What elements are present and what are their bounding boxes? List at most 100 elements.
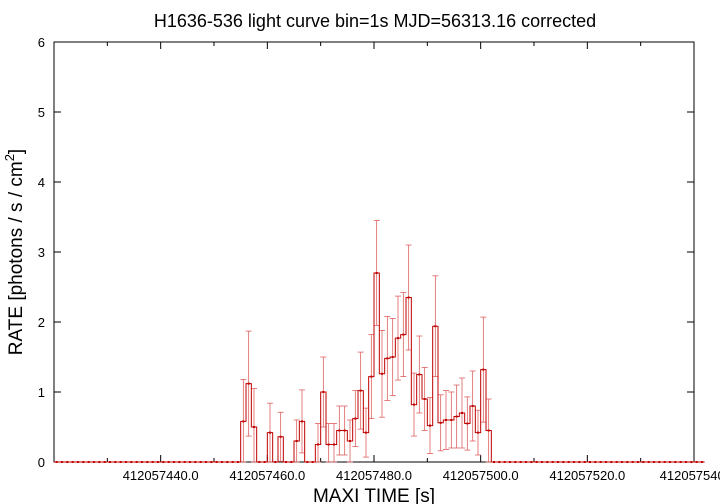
y-tick-label: 6 bbox=[38, 35, 45, 50]
data-point bbox=[221, 461, 223, 463]
data-point bbox=[546, 461, 549, 463]
data-point bbox=[157, 461, 159, 463]
data-point bbox=[423, 398, 426, 400]
data-point bbox=[338, 429, 341, 432]
data-point bbox=[237, 461, 239, 463]
data-point bbox=[82, 461, 85, 463]
data-point bbox=[253, 426, 255, 428]
data-point bbox=[311, 461, 314, 463]
data-point bbox=[279, 435, 282, 438]
data-point bbox=[530, 461, 533, 463]
x-tick-label: 412057480.0 bbox=[336, 468, 412, 483]
data-point bbox=[55, 461, 58, 463]
data-point bbox=[290, 461, 293, 463]
light-curve-series bbox=[54, 272, 705, 463]
data-point bbox=[407, 296, 410, 299]
y-tick-label: 5 bbox=[38, 105, 45, 120]
data-point bbox=[471, 405, 474, 407]
data-point bbox=[77, 461, 79, 463]
y-axis-label-tail: ] bbox=[6, 149, 27, 154]
data-point bbox=[327, 443, 330, 446]
data-point bbox=[610, 461, 613, 463]
data-point bbox=[535, 461, 538, 463]
data-point bbox=[199, 461, 202, 463]
chart-title: H1636-536 light curve bin=1s MJD=56313.1… bbox=[154, 11, 596, 31]
y-tick-label: 0 bbox=[38, 455, 45, 470]
y-tick-label: 3 bbox=[38, 245, 45, 260]
data-point bbox=[61, 461, 63, 463]
data-point bbox=[498, 461, 501, 463]
error-bars bbox=[240, 220, 492, 463]
data-point bbox=[98, 461, 101, 463]
data-point bbox=[434, 325, 437, 328]
data-point bbox=[194, 461, 197, 463]
plot-frame bbox=[53, 41, 695, 463]
y-axis-label-main: RATE [photons / s / cm bbox=[6, 161, 27, 355]
data-point bbox=[669, 461, 671, 463]
data-point bbox=[274, 461, 277, 463]
data-point bbox=[514, 461, 517, 463]
data-point bbox=[402, 333, 405, 336]
data-point bbox=[263, 461, 266, 463]
data-point bbox=[141, 461, 143, 463]
x-tick-label: 412057520.0 bbox=[549, 468, 625, 483]
data-point bbox=[615, 461, 618, 463]
y-tick-label: 2 bbox=[38, 315, 45, 330]
data-point bbox=[466, 422, 469, 425]
data-point bbox=[429, 424, 431, 427]
data-point bbox=[642, 461, 645, 463]
data-point bbox=[695, 461, 698, 463]
data-point bbox=[594, 461, 597, 463]
data-point bbox=[109, 461, 111, 463]
y-tick-label: 1 bbox=[38, 385, 45, 400]
data-point bbox=[487, 429, 490, 432]
data-point bbox=[125, 461, 127, 463]
data-point bbox=[450, 419, 453, 421]
data-point bbox=[690, 461, 693, 463]
data-point bbox=[637, 461, 639, 463]
data-point bbox=[183, 461, 186, 463]
data-point bbox=[621, 461, 623, 463]
data-point bbox=[573, 461, 575, 463]
data-point bbox=[583, 461, 586, 463]
data-point bbox=[658, 461, 661, 463]
data-point bbox=[455, 415, 458, 418]
data-point bbox=[365, 431, 367, 434]
data-point bbox=[167, 461, 170, 463]
data-point bbox=[135, 461, 138, 463]
data-point bbox=[685, 461, 687, 463]
data-point bbox=[247, 382, 250, 385]
data-point bbox=[71, 461, 74, 463]
data-point bbox=[482, 368, 485, 371]
data-point bbox=[301, 420, 303, 423]
y-tick-label: 4 bbox=[38, 175, 45, 190]
data-point bbox=[215, 461, 218, 463]
data-point bbox=[205, 461, 207, 463]
x-tick-labels: 412057440.0 412057460.0 412057480.0 4120575… bbox=[123, 468, 720, 483]
data-point bbox=[93, 461, 95, 463]
data-point bbox=[333, 443, 335, 446]
data-point bbox=[354, 417, 357, 420]
data-point bbox=[701, 461, 703, 463]
data-point bbox=[386, 357, 389, 360]
data-point bbox=[477, 431, 479, 434]
data-point bbox=[439, 421, 442, 424]
data-point bbox=[285, 461, 287, 463]
data-point bbox=[397, 337, 399, 340]
data-point bbox=[359, 389, 362, 392]
data-point bbox=[541, 461, 543, 463]
x-tick-label: 412057440.0 bbox=[123, 468, 199, 483]
data-point bbox=[493, 461, 495, 463]
data-points bbox=[55, 272, 703, 463]
data-point bbox=[679, 461, 682, 463]
data-point bbox=[210, 461, 213, 463]
data-point bbox=[146, 461, 149, 463]
data-point bbox=[551, 461, 554, 463]
axis-ticks bbox=[54, 41, 695, 463]
data-point bbox=[381, 372, 383, 375]
data-point bbox=[231, 461, 234, 463]
data-point bbox=[103, 461, 106, 463]
data-point bbox=[557, 461, 559, 463]
x-axis-label: MAXI TIME [s] bbox=[313, 486, 435, 504]
